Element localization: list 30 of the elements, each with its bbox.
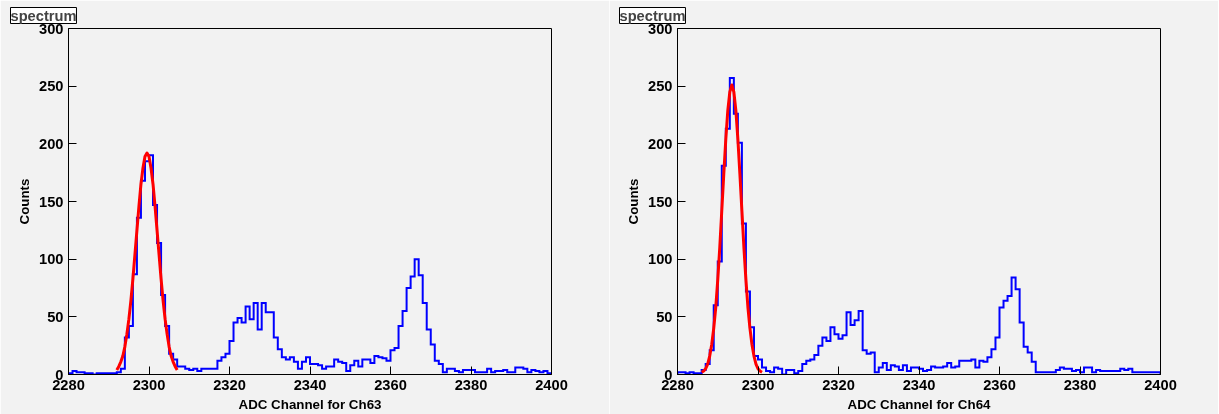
x-tick-label: 2340 <box>293 376 327 393</box>
y-tick-label: 150 <box>39 193 64 210</box>
y-tick-label: 50 <box>47 308 64 325</box>
y-tick-label: 100 <box>39 251 64 268</box>
x-tick-label: 2400 <box>1144 376 1177 393</box>
x-tick-label: 2360 <box>374 376 407 393</box>
y-tick-label: 100 <box>648 251 673 268</box>
x-tick-label: 2340 <box>902 376 936 393</box>
y-tick-label: 150 <box>648 193 673 210</box>
x-tick-label: 2360 <box>983 376 1016 393</box>
y-tick-label: 200 <box>648 135 673 152</box>
x-tick-label: 2320 <box>213 376 246 393</box>
x-tick-label: 2400 <box>535 376 568 393</box>
y-axis-title: Counts <box>17 178 33 225</box>
x-tick-label: 2380 <box>1063 376 1097 393</box>
y-tick-label: 50 <box>656 308 673 325</box>
y-tick-label: 250 <box>39 78 64 95</box>
x-axis-title: ADC Channel for Ch63 <box>238 396 382 412</box>
x-tick-label: 2320 <box>822 376 855 393</box>
x-tick-label: 2300 <box>132 376 166 393</box>
chart-title: spectrum <box>619 7 686 24</box>
y-tick-label: 200 <box>39 135 64 152</box>
chart-title: spectrum <box>10 7 77 24</box>
x-axis-title: ADC Channel for Ch64 <box>847 396 992 412</box>
y-tick-label: 250 <box>648 78 673 95</box>
line-series <box>115 151 179 372</box>
x-tick-label: 2300 <box>741 376 775 393</box>
y-axis-title: Counts <box>626 178 642 225</box>
line-series <box>700 83 764 374</box>
x-tick-label: 2380 <box>454 376 488 393</box>
